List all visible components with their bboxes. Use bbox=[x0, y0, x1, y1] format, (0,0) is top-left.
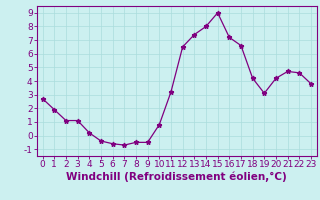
X-axis label: Windchill (Refroidissement éolien,°C): Windchill (Refroidissement éolien,°C) bbox=[67, 172, 287, 182]
